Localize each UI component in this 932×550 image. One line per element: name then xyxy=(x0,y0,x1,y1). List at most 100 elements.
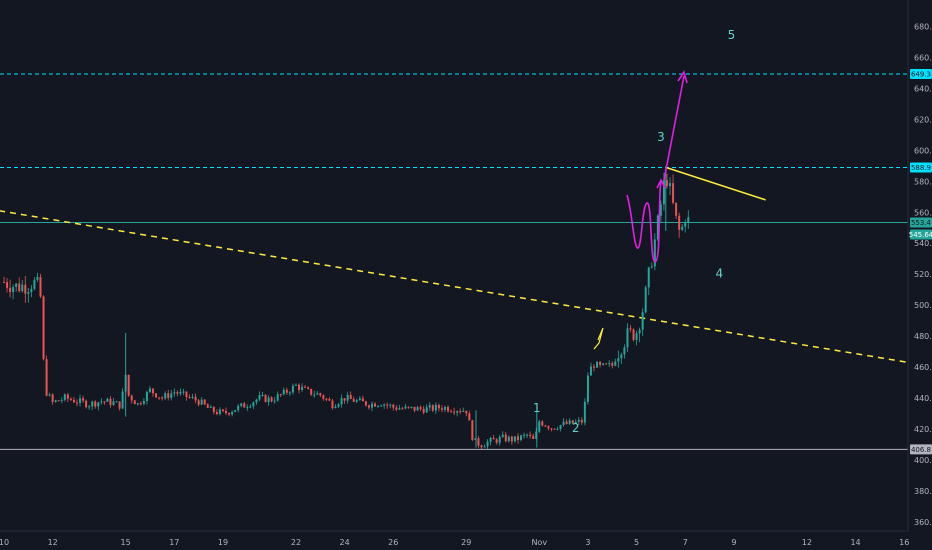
candle-body xyxy=(477,438,480,446)
candle-body xyxy=(361,398,364,402)
candle-body xyxy=(51,394,54,402)
x-tick-label: 9 xyxy=(731,538,736,547)
candle-body xyxy=(279,394,282,396)
candle-body xyxy=(18,283,21,292)
candle-body xyxy=(310,388,313,395)
candles-layer xyxy=(3,165,690,450)
candle-body xyxy=(556,429,559,431)
candle-body xyxy=(152,388,155,394)
level-price-badge-label: 553.4 xyxy=(911,219,932,227)
level-price-badge xyxy=(910,217,932,228)
candle-body xyxy=(495,439,498,443)
candle-body xyxy=(130,395,133,401)
candle-body xyxy=(425,407,428,413)
candle-body xyxy=(337,404,340,407)
y-axis-background xyxy=(908,0,932,550)
level-price-badge xyxy=(910,162,932,173)
candle-body xyxy=(422,408,425,413)
candle-body xyxy=(282,389,285,395)
candle-body xyxy=(127,374,130,396)
candle-body xyxy=(27,292,30,294)
wave-label: 4 xyxy=(715,266,723,280)
candle-body xyxy=(203,399,206,405)
candle-body xyxy=(36,276,39,280)
candle-body xyxy=(404,406,407,409)
candle-body xyxy=(410,406,413,408)
candle-body xyxy=(389,404,392,406)
candle-body xyxy=(88,406,91,408)
candle-body xyxy=(66,394,69,399)
candle-body xyxy=(42,296,45,360)
candle-body xyxy=(681,226,684,230)
candle-body xyxy=(559,425,562,430)
candle-body xyxy=(370,403,373,408)
y-tick-label: 360.0 xyxy=(914,518,932,527)
candle-body xyxy=(331,400,334,409)
candle-body xyxy=(57,400,60,402)
x-tick-label: 29 xyxy=(461,538,471,547)
candle-body xyxy=(504,434,507,442)
candle-body xyxy=(194,396,197,401)
candle-body xyxy=(221,409,224,411)
candle-body xyxy=(635,333,638,340)
candle-body xyxy=(520,435,523,441)
candle-body xyxy=(112,401,115,405)
hlines-layer xyxy=(0,73,908,450)
candle-body xyxy=(380,405,383,407)
candle-body xyxy=(12,287,15,293)
x-tick-label: 14 xyxy=(850,538,860,547)
candle-body xyxy=(358,398,361,401)
candle-body xyxy=(471,420,474,440)
candle-body xyxy=(599,362,602,365)
candle-body xyxy=(620,354,623,359)
y-axis[interactable]: 360.0 380.0 400.0 420.0 440.0 460.0 480.0 500.0… xyxy=(907,0,932,550)
candle-body xyxy=(82,398,85,401)
candle-body xyxy=(632,329,635,340)
wave-four-projection xyxy=(626,180,662,263)
candle-body xyxy=(510,436,513,442)
y-tick-label: 620.0 xyxy=(914,115,932,124)
candle-body xyxy=(392,404,395,408)
candle-body xyxy=(270,397,273,402)
candle-body xyxy=(249,406,252,408)
candle-body xyxy=(364,401,367,406)
candle-body xyxy=(288,392,291,394)
candle-body xyxy=(532,435,535,439)
current-price-label: 545.64 xyxy=(909,231,932,239)
candle-body xyxy=(60,399,63,401)
candle-body xyxy=(167,393,170,398)
candle-body xyxy=(158,397,161,399)
candle-body xyxy=(492,437,495,440)
candle-body xyxy=(15,283,18,288)
candle-body xyxy=(218,409,221,415)
candle-body xyxy=(100,401,103,403)
candle-body xyxy=(605,363,608,365)
candle-body xyxy=(550,428,553,430)
candle-body xyxy=(148,388,151,392)
candle-body xyxy=(523,434,526,436)
candle-body xyxy=(206,404,209,408)
y-tick-label: 400.0 xyxy=(914,456,932,465)
candle-body xyxy=(678,215,681,230)
candle-body xyxy=(638,329,641,334)
candle-body xyxy=(462,410,465,412)
x-tick-label: 24 xyxy=(340,538,350,547)
candle-body xyxy=(328,399,331,401)
candle-body xyxy=(161,397,164,399)
candle-body xyxy=(209,406,212,408)
x-tick-label: 12 xyxy=(48,538,58,547)
candle-body xyxy=(164,393,167,399)
candle-body xyxy=(377,405,380,407)
candle-body xyxy=(580,419,583,423)
candle-body xyxy=(562,421,565,426)
candle-body xyxy=(39,276,42,297)
x-tick-label: 15 xyxy=(121,538,131,547)
candle-body xyxy=(200,399,203,405)
candle-body xyxy=(85,400,88,408)
candle-body xyxy=(346,394,349,401)
x-axis[interactable]: 10 12 15 17 19 22 24 26 29 Nov 3 5 7 9 12 14 16 xyxy=(0,530,909,547)
x-tick-label: 10 xyxy=(0,538,9,547)
x-tick-label: 26 xyxy=(388,538,398,547)
candle-body xyxy=(516,436,519,441)
